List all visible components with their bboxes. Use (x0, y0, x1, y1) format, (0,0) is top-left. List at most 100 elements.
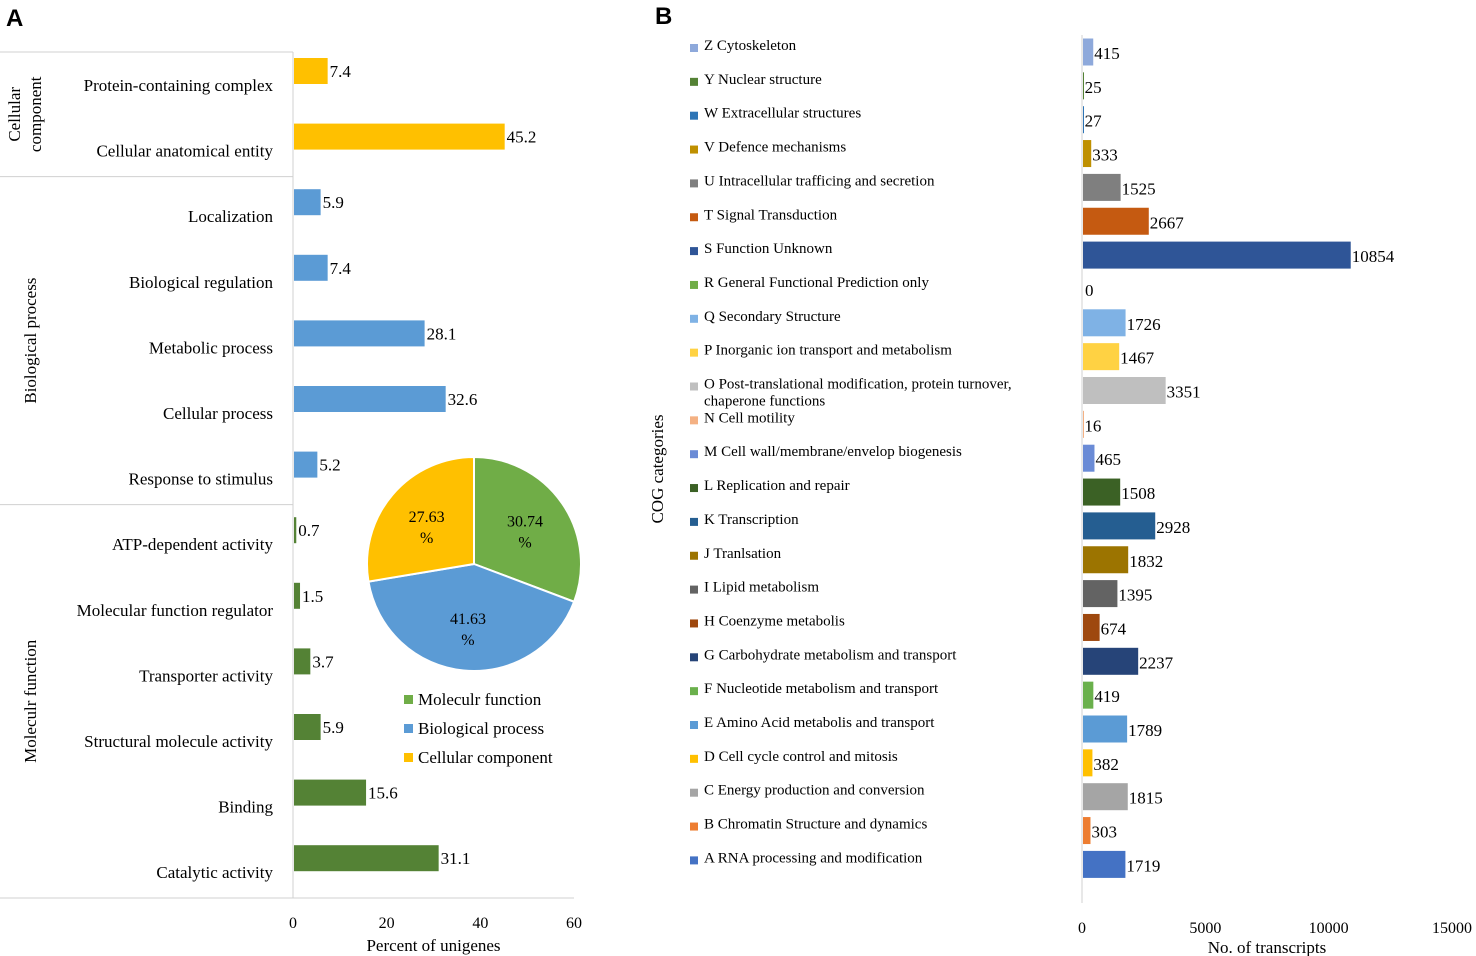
cog-value-label: 16 (1084, 416, 1101, 435)
cog-bar-s-function-unknown (1083, 241, 1351, 269)
pie-legend-swatch (404, 724, 413, 733)
cog-category-label: Q Secondary Structure (704, 309, 841, 325)
pie-legend-label: Cellular component (418, 748, 553, 767)
cog-value-label: 2667 (1150, 213, 1185, 232)
cog-legend-swatch (690, 280, 698, 289)
cog-value-label: 674 (1101, 619, 1127, 638)
go-category-label: Biological regulation (129, 273, 273, 292)
pie-slice-label-line: % (461, 632, 474, 649)
cog-category-label: U Intracellular trafficing and secretion (704, 173, 935, 189)
cog-bar-q-secondary-structure (1083, 309, 1126, 337)
cog-category-label-line: K Transcription (704, 512, 799, 528)
go-group-label-line: Moleculr function (21, 639, 40, 763)
cog-value-label: 333 (1092, 146, 1118, 165)
go-bar-catalytic-activity (294, 845, 439, 872)
cog-legend-swatch (690, 551, 698, 560)
cog-x-tick-label: 15000 (1432, 920, 1472, 937)
go-bar-molecular-function-regulator (294, 582, 301, 609)
cog-category-label-line: R General Functional Prediction only (704, 275, 929, 291)
cog-category-label: C Energy production and conversion (704, 783, 925, 799)
cog-legend-swatch (690, 484, 698, 493)
cog-legend-swatch (690, 44, 698, 52)
cog-value-label: 3351 (1167, 383, 1201, 402)
cog-value-label: 382 (1093, 755, 1119, 774)
go-bar-response-to-stimulus (294, 451, 318, 478)
cog-bar-g-carbohydrate-metabolism-and-transport (1083, 647, 1139, 675)
cog-category-label: I Lipid metabolism (704, 580, 819, 596)
cog-category-label: Y Nuclear structure (704, 72, 822, 88)
cog-category-label-line: Q Secondary Structure (704, 309, 841, 325)
panel-letter-b: B (655, 3, 672, 30)
cog-legend-swatch (690, 721, 698, 729)
cog-x-tick-label: 5000 (1189, 920, 1221, 937)
cog-category-label: T Signal Transduction (704, 207, 838, 223)
cog-bar-v-defence-mechanisms (1083, 140, 1092, 168)
cog-legend-swatch (690, 619, 698, 628)
go-category-label: Protein-containing complex (84, 76, 274, 95)
go-category-label: Cellular process (163, 404, 273, 423)
cog-value-label: 1832 (1129, 552, 1163, 571)
go-x-tick-label: 0 (289, 915, 297, 932)
cog-category-label-line: W Extracellular structures (704, 106, 861, 122)
go-bar-localization (294, 189, 321, 216)
cog-legend-swatch (690, 77, 698, 86)
cog-category-label: L Replication and repair (704, 478, 850, 494)
cog-bar-p-inorganic-ion-transport-and-metabolism (1083, 343, 1120, 371)
cog-value-label: 1789 (1128, 721, 1162, 740)
cog-legend-swatch (690, 450, 698, 459)
cog-value-label: 419 (1094, 687, 1120, 706)
cog-category-label-line: L Replication and repair (704, 478, 850, 494)
go-group-label-line: Cellular (5, 87, 24, 142)
go-value-label: 1.5 (302, 587, 323, 606)
cog-category-label-line: M Cell wall/membrane/envelop biogenesis (704, 444, 962, 460)
cog-value-label: 1508 (1121, 484, 1155, 503)
cog-bar-j-tranlsation (1083, 546, 1129, 574)
go-x-axis-title: Percent of unigenes (366, 936, 500, 955)
pie-legend-swatch (404, 695, 413, 704)
cog-value-label: 1726 (1127, 315, 1161, 334)
go-bar-biological-regulation (294, 254, 328, 281)
go-value-label: 5.9 (323, 718, 344, 737)
pie-slice-biological-process (367, 562, 576, 672)
cog-category-label-line: F Nucleotide metabolism and transport (704, 681, 939, 697)
cog-category-label: W Extracellular structures (704, 106, 861, 122)
cog-legend-swatch (690, 314, 698, 323)
go-value-label: 3.7 (312, 652, 334, 671)
cog-category-label-line: U Intracellular trafficing and secretion (704, 173, 935, 189)
cog-value-label: 1525 (1122, 179, 1156, 198)
pie-legend-label: Moleculr function (418, 690, 542, 709)
cog-category-label-line: O Post-translational modification, prote… (704, 377, 1012, 393)
cog-category-label-line: T Signal Transduction (704, 207, 838, 223)
go-bar-chart: 0 20 40 60 Percent of unigenes Protein-contai… (0, 51, 582, 955)
cog-bar-k-transcription (1083, 512, 1156, 540)
cog-category-label-line: S Function Unknown (704, 241, 833, 257)
cog-bar-c-energy-production-and-conversion (1083, 783, 1128, 811)
go-group-label-cellular-component: Cellular component (5, 76, 45, 152)
cog-category-label: O Post-translational modification, prote… (704, 377, 1012, 410)
cog-category-label: A RNA processing and modification (704, 850, 923, 866)
cog-value-label: 1815 (1129, 789, 1163, 808)
cog-value-label: 2928 (1156, 518, 1190, 537)
cog-legend-swatch (690, 856, 698, 865)
cog-category-label: F Nucleotide metabolism and transport (704, 681, 939, 697)
cog-category-label: B Chromatin Structure and dynamics (704, 817, 927, 833)
go-group-label-line: component (26, 76, 45, 152)
go-bar-transporter-activity (294, 648, 311, 675)
cog-category-label-line: Z Cytoskeleton (704, 38, 797, 54)
cog-category-label-line: B Chromatin Structure and dynamics (704, 817, 927, 833)
cog-legend-swatch (690, 517, 698, 526)
cog-legend-swatch (690, 213, 698, 222)
cog-category-label: S Function Unknown (704, 241, 833, 257)
go-bar-cellular-anatomical-entity (294, 123, 505, 150)
cog-category-label-line: chaperone functions (704, 394, 825, 410)
pie-legend-label: Biological process (418, 719, 544, 738)
cog-legend-swatch (690, 653, 698, 662)
pie-slice-cellular-component (366, 455, 475, 583)
pie-slice-label: 30.74% (507, 514, 543, 552)
pie-slice-label-line: % (518, 535, 531, 552)
cog-legend-swatch (690, 687, 698, 696)
cog-value-label: 10854 (1352, 247, 1395, 266)
cog-legend-swatch (690, 416, 698, 425)
cog-value-label: 0 (1085, 281, 1094, 300)
